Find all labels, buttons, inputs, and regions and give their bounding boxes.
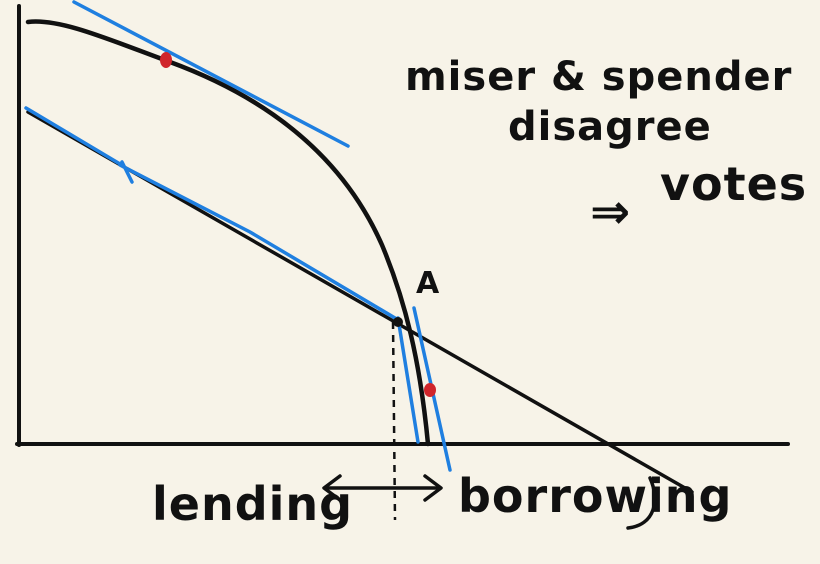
lending-label: lending	[152, 477, 353, 531]
dashed-drop-line	[391, 321, 397, 521]
budget-line-highlight	[24, 106, 397, 320]
lending-borrowing-arrow	[322, 474, 443, 502]
upper-tangent-line	[72, 0, 350, 148]
borrowing-label: borrowing	[458, 469, 732, 523]
point-a-label: A	[416, 266, 440, 301]
note-line-2: disagree	[508, 104, 712, 150]
implies-arrow: ⇒	[590, 184, 631, 240]
note-line-3: votes	[660, 157, 807, 211]
lower-red-dot	[424, 383, 436, 397]
borrowing-tail	[626, 476, 657, 530]
steep-tangent-line-a	[396, 316, 420, 444]
note-line-1: miser & spender	[405, 54, 792, 100]
upper-red-dot	[160, 52, 172, 68]
point-a-marker	[393, 317, 403, 327]
